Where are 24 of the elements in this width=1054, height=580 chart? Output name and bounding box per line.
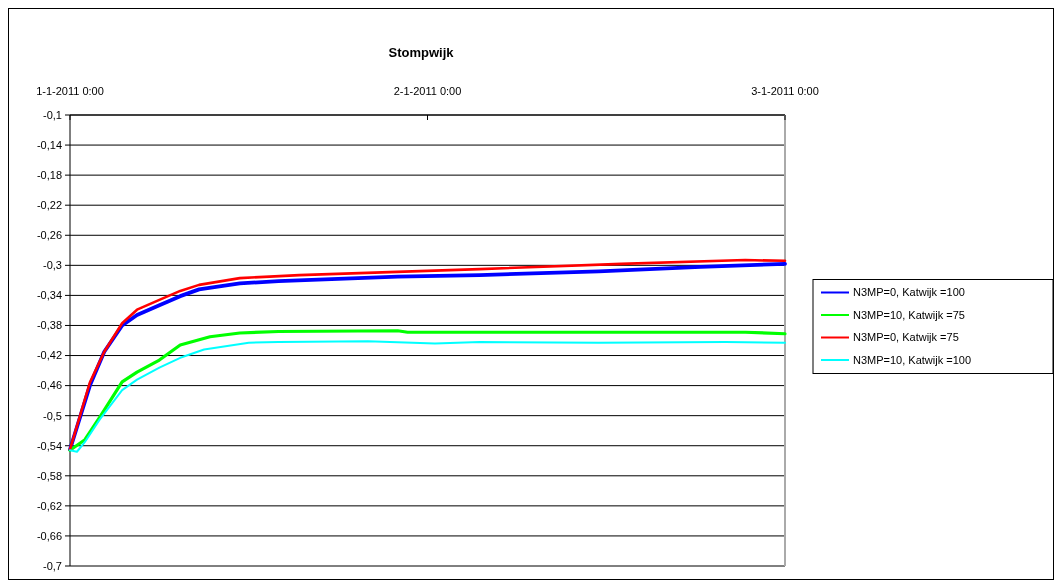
y-tick-label: -0,18 (36, 168, 62, 181)
legend-label: N3MP=10, Katwijk =100 (853, 353, 972, 366)
x-tick-label: 3-1-2011 0:00 (751, 85, 819, 97)
y-tick-label: -0,5 (43, 409, 62, 422)
chart-title: Stompwijk (388, 45, 455, 60)
y-tick-label: -0,1 (43, 108, 62, 121)
y-tick-label: -0,66 (36, 529, 62, 542)
y-tick-label: -0,54 (36, 439, 62, 452)
x-tick-label: 1-1-2011 0:00 (36, 85, 104, 97)
y-tick-label: -0,62 (36, 499, 62, 512)
legend-label: N3MP=0, Katwijk =75 (853, 331, 959, 344)
y-tick-label: -0,14 (36, 138, 62, 151)
y-tick-label: -0,42 (36, 349, 62, 362)
x-tick-label: 2-1-2011 0:00 (393, 85, 462, 97)
y-tick-label: -0,46 (36, 379, 62, 392)
y-tick-label: -0,34 (36, 289, 62, 302)
y-tick-label: -0,7 (43, 559, 62, 572)
y-tick-label: -0,58 (36, 469, 62, 482)
legend-label: N3MP=0, Katwijk =100 (853, 286, 965, 299)
y-tick-label: -0,26 (36, 229, 62, 242)
y-tick-label: -0,38 (36, 319, 62, 332)
y-tick-label: -0,3 (43, 259, 62, 272)
legend-label: N3MP=10, Katwijk =75 (853, 308, 965, 321)
y-tick-label: -0,22 (36, 199, 62, 212)
